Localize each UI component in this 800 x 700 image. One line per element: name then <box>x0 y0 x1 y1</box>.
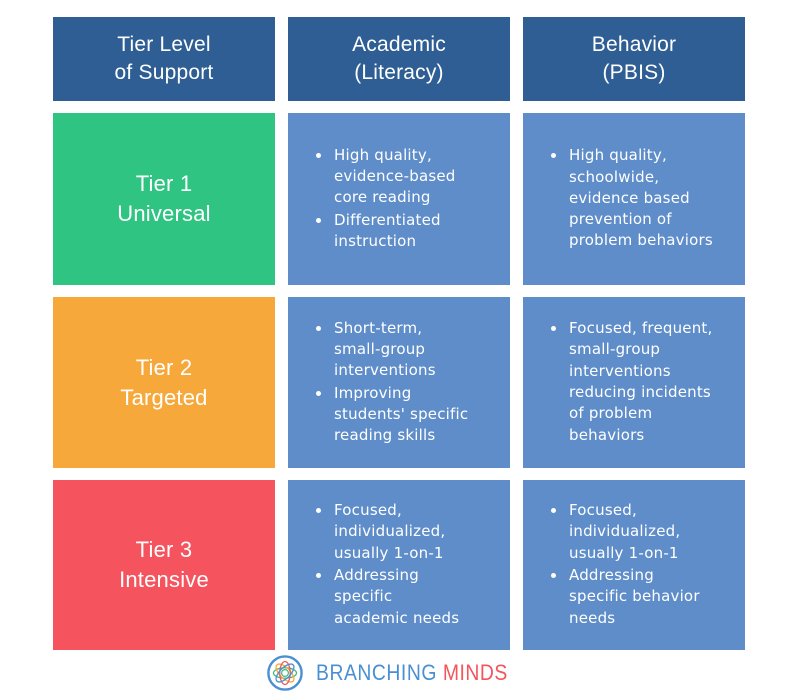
bullet-item: Addressing specific academic needs <box>332 565 459 629</box>
bullet-item: Focused, frequent, small-group intervent… <box>567 318 713 446</box>
bullet-item: Differentiated instruction <box>332 210 456 253</box>
bullet-item: Addressing specific behavior needs <box>567 565 700 629</box>
bullet-list: High quality, schoolwide, evidence based… <box>541 145 713 252</box>
tier-1-label-cell: Tier 1 Universal <box>53 113 275 285</box>
tier-1-behavior-cell: High quality, schoolwide, evidence based… <box>523 113 745 285</box>
brand-name-minds: MINDS <box>443 660 509 685</box>
bullet-item: Short-term, small-group interventions <box>332 318 468 382</box>
bullet-item: High quality, evidence-based core readin… <box>332 145 456 209</box>
header-cell-academic: Academic (Literacy) <box>288 17 510 101</box>
tier-2-label-cell: Tier 2 Targeted <box>53 297 275 468</box>
bullet-list: Focused, frequent, small-group intervent… <box>541 318 713 447</box>
tier-3-behavior-cell: Focused, individualized, usually 1-on-1 … <box>523 480 745 650</box>
brand-wordmark: BRANCHING MINDS <box>316 660 508 686</box>
bullet-item: Focused, individualized, usually 1-on-1 <box>567 500 700 564</box>
bullet-list: Focused, individualized, usually 1-on-1 … <box>541 500 700 630</box>
branching-minds-logo-icon <box>265 653 305 693</box>
bullet-list: High quality, evidence-based core readin… <box>306 145 456 253</box>
bullet-list: Short-term, small-group interventions Im… <box>306 318 468 448</box>
bullet-item: Improving students' specific reading ski… <box>332 383 468 447</box>
tier-2-behavior-cell: Focused, frequent, small-group intervent… <box>523 297 745 468</box>
bullet-item: Focused, individualized, usually 1-on-1 <box>332 500 459 564</box>
brand-footer: BRANCHING MINDS <box>0 653 800 693</box>
tier-2-academic-cell: Short-term, small-group interventions Im… <box>288 297 510 468</box>
bullet-list: Focused, individualized, usually 1-on-1 … <box>306 500 459 630</box>
tier-3-academic-cell: Focused, individualized, usually 1-on-1 … <box>288 480 510 650</box>
bullet-item: High quality, schoolwide, evidence based… <box>567 145 713 251</box>
header-cell-tier-level: Tier Level of Support <box>53 17 275 101</box>
tier-table-grid: Tier Level of Support Academic (Literacy… <box>53 17 745 650</box>
header-cell-behavior: Behavior (PBIS) <box>523 17 745 101</box>
tier-3-label-cell: Tier 3 Intensive <box>53 480 275 650</box>
tier-1-academic-cell: High quality, evidence-based core readin… <box>288 113 510 285</box>
brand-name-branching: BRANCHING <box>316 660 438 685</box>
